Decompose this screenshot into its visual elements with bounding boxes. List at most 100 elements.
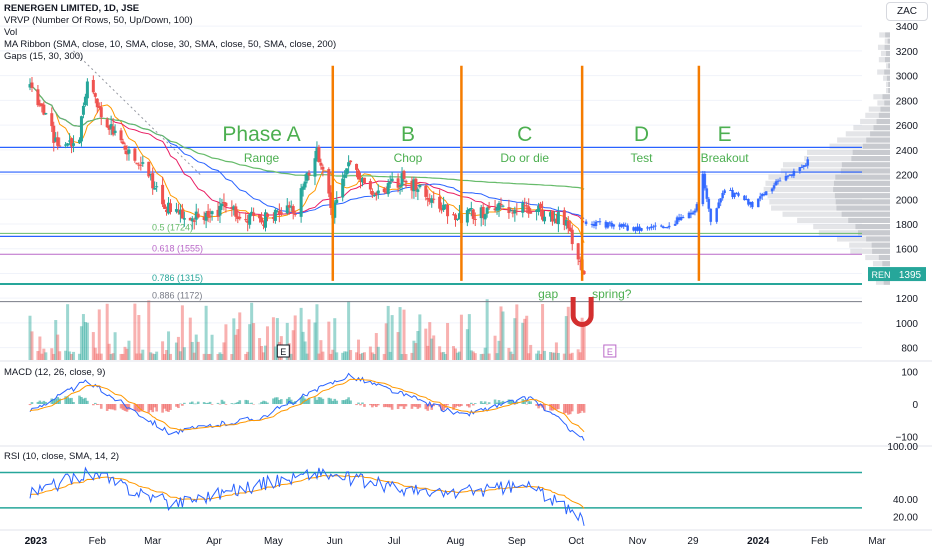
volume-profile-bar	[841, 211, 890, 217]
macd-histogram-bar	[570, 404, 574, 412]
macd-histogram-bar	[499, 402, 503, 404]
volume-bar	[155, 351, 159, 360]
volume-profile-bar	[886, 88, 890, 94]
price-tick-label: 2800	[896, 96, 919, 107]
projection-body	[626, 225, 629, 231]
candle-body	[404, 180, 408, 183]
candle-body	[149, 173, 153, 175]
volume-bar	[483, 347, 487, 360]
macd-histogram-bar	[78, 395, 81, 404]
phase-label: D	[634, 123, 649, 146]
time-tick-label: Mar	[144, 536, 162, 547]
macd-histogram-bar	[375, 404, 378, 408]
volume-bar	[218, 352, 222, 360]
volume-bar	[349, 350, 353, 360]
price-tick-label: 3200	[896, 47, 919, 58]
candle-body	[438, 196, 442, 209]
volume-profile-bar	[877, 44, 890, 50]
macd-histogram-bar	[543, 404, 546, 411]
macd-histogram-bar	[345, 399, 348, 404]
candle-body	[372, 195, 376, 197]
volume-bar	[523, 318, 527, 360]
projection-body	[719, 198, 722, 203]
candle-body	[430, 198, 434, 203]
projection-body	[654, 225, 657, 227]
macd-histogram-bar	[220, 399, 224, 404]
volume-bar	[216, 353, 220, 360]
candle-body	[246, 220, 250, 223]
candle-body	[521, 202, 525, 213]
volume-bar	[95, 353, 99, 360]
macd-histogram-bar	[444, 404, 447, 408]
volume-bar	[252, 323, 256, 360]
candle-body	[301, 186, 305, 190]
volume-bar	[562, 353, 566, 360]
volume-bar	[167, 331, 171, 360]
volume-bar	[42, 348, 46, 360]
volume-bar	[471, 351, 475, 360]
volume-bar	[487, 353, 491, 360]
indicator-vol: Vol	[4, 27, 18, 38]
macd-histogram-bar	[331, 400, 335, 404]
candle-body	[345, 168, 349, 175]
candle-body	[432, 198, 436, 200]
macd-histogram-bar	[188, 402, 192, 404]
candle-body	[493, 208, 497, 211]
macd-histogram-bar	[84, 397, 87, 404]
macd-histogram-bar	[181, 404, 184, 406]
projection-body	[800, 166, 804, 168]
candle-body	[70, 138, 74, 147]
volume-bar	[66, 304, 70, 360]
projection-body	[776, 180, 780, 182]
candle-body	[537, 206, 541, 212]
candle-body	[262, 224, 266, 226]
projection-body	[691, 212, 695, 215]
candle-body	[527, 206, 531, 214]
volume-bar	[238, 312, 242, 360]
candle-body	[252, 212, 256, 216]
volume-bar	[539, 353, 543, 360]
volume-bar	[149, 352, 153, 360]
candle-body	[36, 89, 40, 106]
candle-body	[125, 150, 129, 155]
candle-body	[167, 202, 171, 214]
projection-body	[717, 202, 720, 209]
macd-histogram-bar	[335, 400, 339, 404]
volume-bar	[465, 329, 469, 360]
projection-body	[667, 225, 671, 228]
candle-body	[178, 209, 182, 215]
projection-body	[721, 193, 724, 199]
macd-histogram-bar	[72, 402, 75, 404]
candle-body	[303, 181, 307, 188]
macd-histogram-bar	[287, 397, 291, 404]
macd-histogram-bar	[169, 404, 172, 410]
volume-bar	[30, 331, 34, 360]
volume-profile-bar	[883, 75, 890, 81]
macd-histogram-bar	[64, 396, 67, 404]
volume-bar	[398, 307, 402, 360]
macd-histogram-bar	[442, 404, 445, 411]
macd-histogram-bar	[329, 398, 333, 404]
currency-button[interactable]: ZAC	[886, 2, 928, 21]
candle-body	[202, 217, 206, 220]
volume-bar	[384, 323, 388, 360]
candle-body	[357, 170, 361, 180]
macd-pane	[28, 372, 586, 441]
macd-histogram-bar	[119, 404, 123, 409]
candle-body	[287, 205, 291, 208]
volume-profile-bar	[880, 50, 890, 57]
projection-body	[592, 224, 596, 227]
macd-histogram-bar	[452, 404, 455, 410]
price-levels: 0.5 (1724) 0.618 (1555) 0.786 (1315) 0.886 …	[0, 146, 862, 303]
projection-body	[788, 174, 792, 176]
candle-body	[402, 171, 406, 179]
price-tick-label: 2200	[896, 171, 919, 182]
rsi-legend: RSI (10, close, SMA, 14, 2)	[4, 451, 120, 462]
macd-histogram-bar	[363, 404, 366, 407]
candle-body	[384, 191, 388, 193]
volume-bar	[246, 351, 250, 360]
macd-tick-label: −100	[895, 432, 918, 443]
volume-bars	[28, 299, 586, 360]
volume-profile-bar	[807, 149, 890, 155]
volume-profile-bar	[835, 174, 890, 180]
